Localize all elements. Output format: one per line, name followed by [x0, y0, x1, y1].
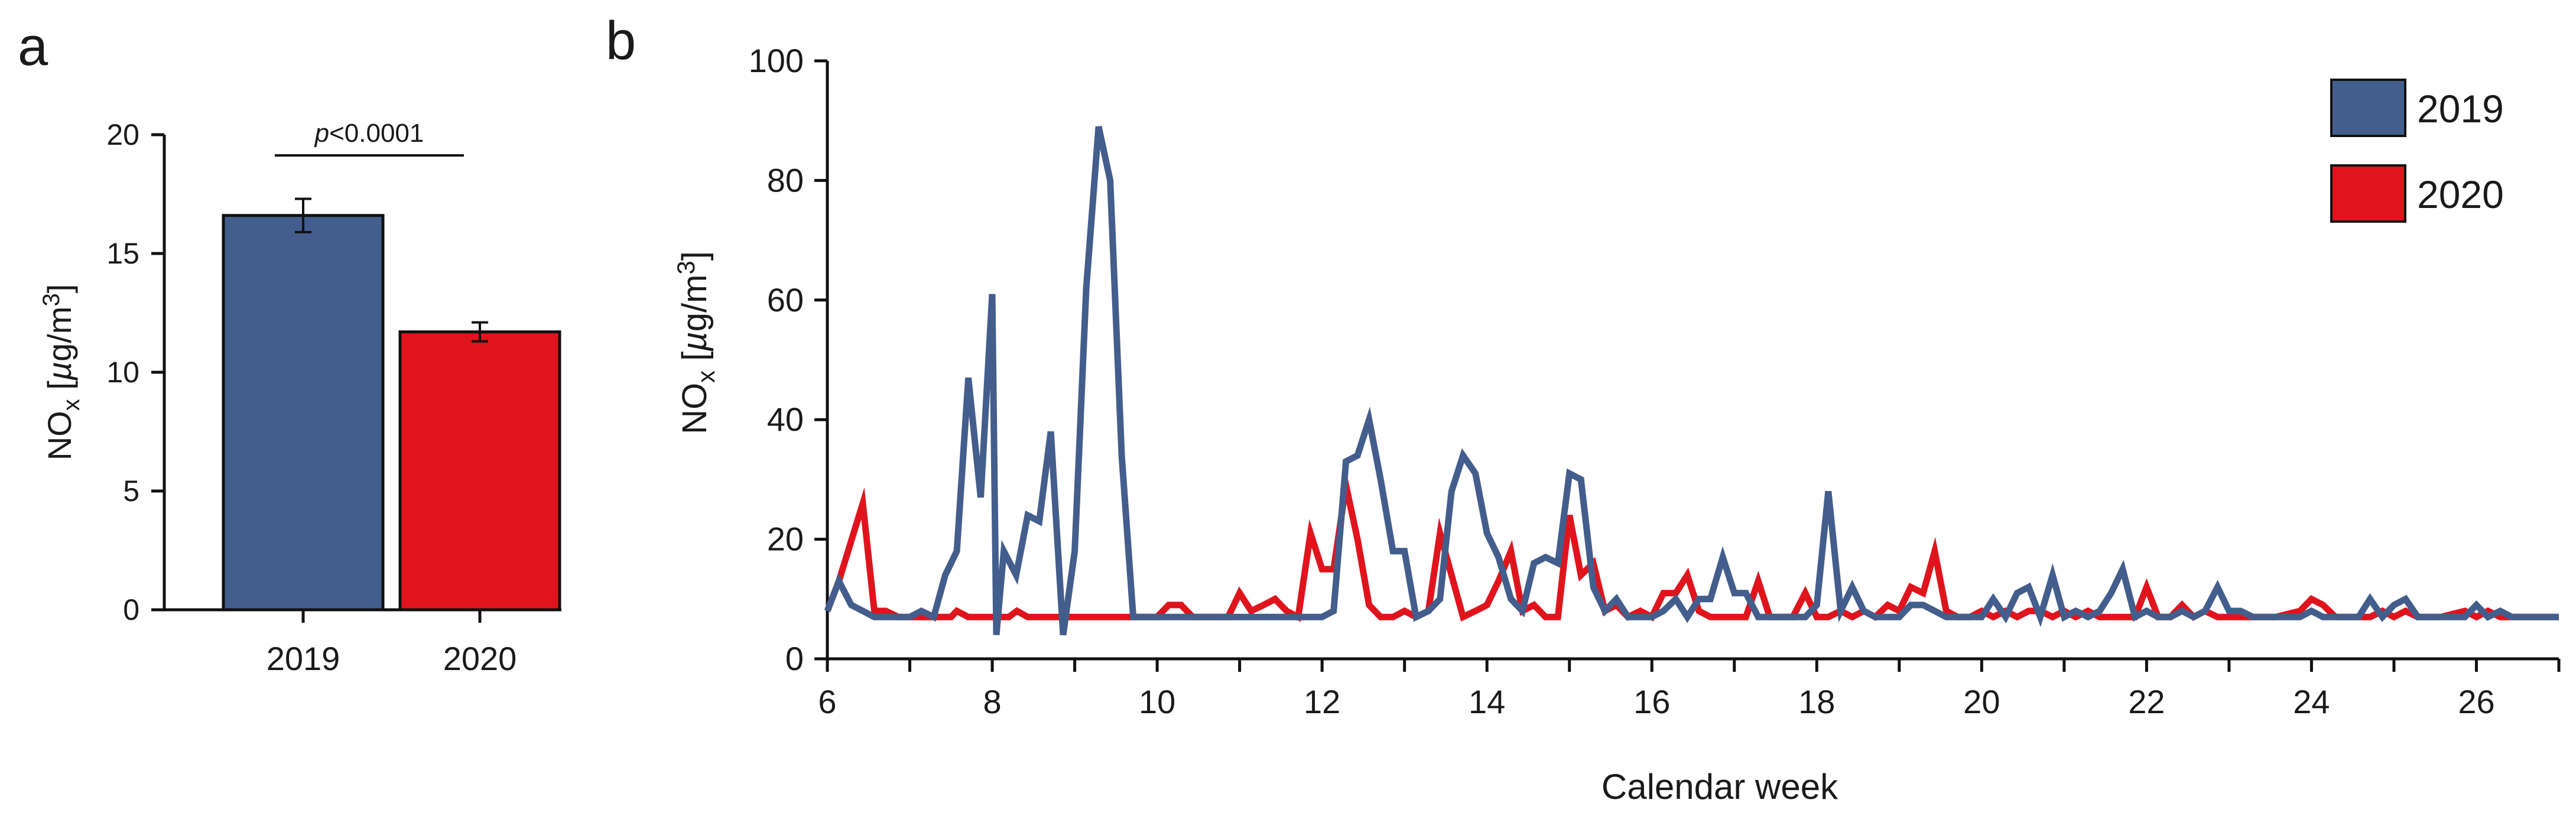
panel-b-x-tick-label: 20 [1963, 683, 2000, 720]
panel-b: b NOx [µg/m3] Calendar week 020406080100… [606, 11, 2561, 807]
panel-a-y-tick-label: 15 [106, 237, 139, 270]
panel-a-x-tick-label: 2019 [267, 640, 340, 677]
panel-a-y-tick-label: 20 [106, 118, 139, 151]
panel-a-y-tick-label: 0 [123, 593, 139, 626]
panel-b-x-tick-label: 24 [2293, 683, 2330, 720]
legend-label-2020: 2020 [2417, 173, 2504, 216]
panel-a-y-tick-label: 5 [123, 474, 139, 508]
panel-a-y-axis-title: NOx [µg/m3] [38, 284, 85, 461]
panel-b-y-axis-title: NOx [µg/m3] [672, 251, 720, 434]
panel-a: a NOx [µg/m3] 0 5 10 15 20 2019 2020 p<0.0001 [18, 17, 561, 677]
panel-a-bars [222, 197, 561, 612]
legend: 2019 2020 [2330, 79, 2504, 223]
bar-2019 [222, 214, 385, 612]
legend-label-2019: 2019 [2417, 87, 2504, 131]
panel-b-x-tick-label: 8 [983, 683, 1001, 720]
panel-b-x-tick-label: 12 [1304, 683, 1340, 720]
panel-b-y-tick-label: 0 [785, 640, 804, 677]
panel-b-y-tick-label: 100 [749, 42, 804, 79]
panel-b-x-tick-label: 10 [1139, 683, 1175, 720]
panel-b-series [824, 126, 2559, 636]
panel-a-label: a [18, 17, 48, 77]
series-line-2020 [824, 467, 2559, 622]
panel-b-x-tick-label: 14 [1469, 683, 1505, 720]
panel-b-x-tick-label: 26 [2458, 683, 2494, 720]
legend-swatch-2020 [2330, 164, 2406, 223]
panel-b-x-tick-label: 16 [1633, 683, 1670, 720]
panel-b-y-tick-label: 80 [767, 161, 804, 199]
bar-2020 [398, 330, 561, 612]
legend-swatch-2019 [2330, 79, 2406, 137]
panel-a-y-tick-label: 10 [106, 356, 139, 389]
panel-b-y-tick-label: 60 [767, 281, 804, 318]
panel-b-y-tick-label: 20 [767, 521, 804, 558]
panel-b-x-tick-label: 6 [818, 683, 836, 720]
panel-b-x-tick-label: 22 [2128, 683, 2165, 720]
panel-a-y-ticks: 0 5 10 15 20 [106, 118, 164, 626]
panel-b-label: b [606, 11, 636, 71]
panel-b-x-ticks: 6 8 10 12 14 16 18 20 22 24 26 [818, 659, 2561, 720]
panel-b-axes [826, 61, 2559, 661]
panel-b-x-axis-title: Calendar week [1602, 767, 1838, 807]
panel-b-x-tick-label: 18 [1798, 683, 1835, 720]
p-value-annotation: p<0.0001 [314, 119, 424, 148]
panel-a-x-tick-label: 2020 [443, 640, 517, 677]
series-line-2019 [824, 126, 2559, 636]
panel-b-y-tick-label: 40 [767, 401, 804, 438]
panel-b-y-ticks: 0 20 40 60 80 100 [749, 42, 827, 677]
panel-a-x-ticks: 2019 2020 [267, 610, 517, 677]
